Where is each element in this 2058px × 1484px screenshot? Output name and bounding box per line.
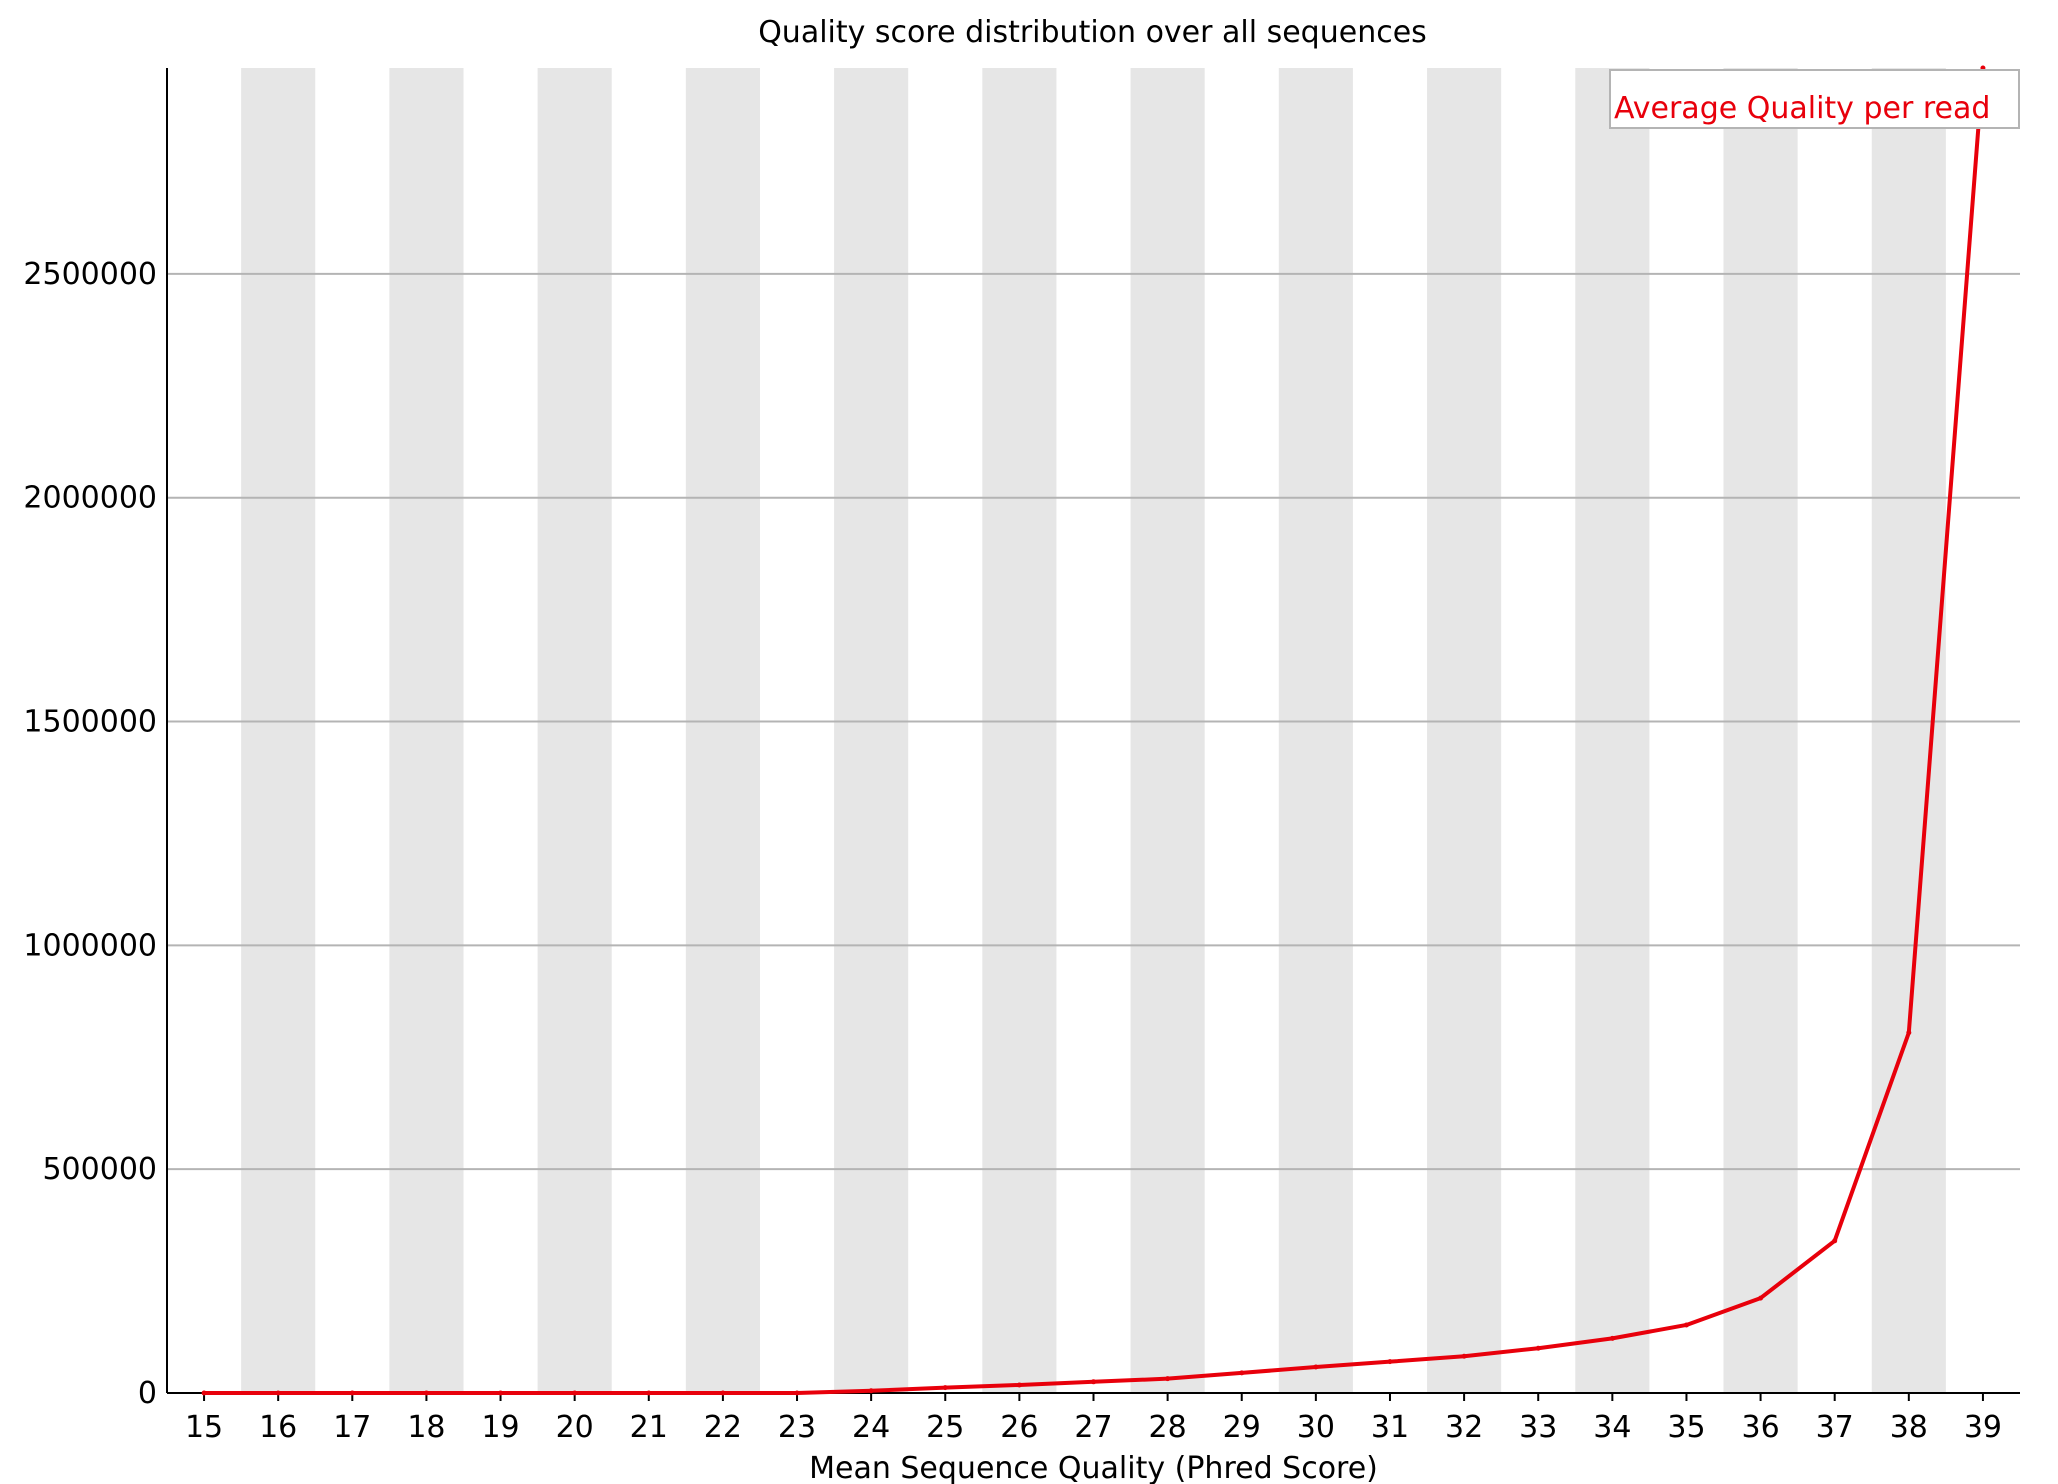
legend-box	[1609, 69, 2020, 129]
data-point	[1313, 1364, 1319, 1370]
y-tick-label: 0	[138, 1376, 157, 1411]
shade-band	[241, 68, 316, 1393]
shade-band	[1871, 68, 1946, 1393]
x-tick-label: 39	[1964, 1410, 2002, 1445]
shade-band	[389, 68, 464, 1393]
data-point	[1165, 1376, 1171, 1382]
x-tick-label: 31	[1371, 1410, 1409, 1445]
data-point	[1683, 1322, 1689, 1328]
data-point	[1609, 1335, 1615, 1341]
x-tick-label: 26	[1000, 1410, 1038, 1445]
y-tick-label: 2500000	[23, 257, 157, 292]
x-tick-label: 37	[1816, 1410, 1854, 1445]
data-point	[1091, 1379, 1096, 1385]
x-tick-label: 36	[1741, 1410, 1779, 1445]
shade-band	[1575, 68, 1650, 1393]
y-tick-label: 500000	[42, 1152, 157, 1187]
shade-band	[1130, 68, 1205, 1393]
data-point	[1387, 1359, 1393, 1365]
data-point	[1906, 1030, 1912, 1036]
data-point	[572, 1390, 578, 1396]
chart-title: Quality score distribution over all sequ…	[758, 15, 1427, 50]
x-tick-label: 16	[259, 1410, 297, 1445]
shade-band	[982, 68, 1057, 1393]
data-point	[1832, 1238, 1838, 1244]
data-point	[275, 1390, 281, 1396]
x-tick-label: 29	[1223, 1410, 1261, 1445]
shade-band	[1723, 68, 1798, 1393]
x-tick-label: 24	[852, 1410, 890, 1445]
data-point	[942, 1385, 948, 1391]
y-tick-label: 2000000	[23, 481, 157, 516]
x-tick-label: 30	[1297, 1410, 1335, 1445]
data-point	[794, 1390, 800, 1396]
data-point	[1239, 1370, 1245, 1376]
x-tick-label: 22	[704, 1410, 742, 1445]
x-tick-label: 19	[481, 1410, 519, 1445]
horizontal-gridlines	[167, 272, 2020, 1171]
shade-band	[537, 68, 612, 1393]
data-point	[423, 1390, 429, 1396]
x-tick-label: 32	[1445, 1410, 1483, 1445]
x-tick-label: 25	[926, 1410, 964, 1445]
data-point	[201, 1390, 207, 1396]
y-tick-labels: 0 500000 1000000 1500000 2000000 2500000	[23, 257, 157, 1411]
x-tick-label: 28	[1149, 1410, 1187, 1445]
y-tick-label: 1500000	[23, 705, 157, 740]
y-tick-label: 1000000	[23, 928, 157, 963]
column-shading	[241, 68, 1946, 1393]
data-point	[1758, 1295, 1764, 1301]
data-point	[720, 1390, 726, 1396]
x-tick-label: 18	[407, 1410, 445, 1445]
shade-band	[1427, 68, 1502, 1393]
data-point	[1016, 1382, 1022, 1388]
shade-band	[834, 68, 909, 1393]
x-tick-label: 21	[630, 1410, 668, 1445]
legend-series-label: Average Quality per read	[1614, 91, 1990, 126]
data-point	[1535, 1345, 1541, 1351]
data-point	[646, 1390, 652, 1396]
series-line	[204, 67, 1985, 1395]
x-axis-label: Mean Sequence Quality (Phred Score)	[809, 1451, 1378, 1484]
data-point	[349, 1390, 355, 1396]
shade-band	[1278, 68, 1353, 1393]
x-tick-labels: 15 16 17 18 19 20 21 22 23 24 25 26 27 28 29 30 31 32 33 34…	[185, 1393, 2002, 1445]
x-tick-label: 17	[333, 1410, 371, 1445]
data-point	[498, 1390, 504, 1396]
legend: Average Quality per read	[1609, 69, 2020, 129]
x-tick-label: 35	[1667, 1410, 1705, 1445]
data-point	[868, 1388, 874, 1394]
x-tick-label: 34	[1593, 1410, 1631, 1445]
x-tick-label: 15	[185, 1410, 223, 1445]
shade-band	[685, 68, 760, 1393]
x-tick-label: 23	[778, 1410, 816, 1445]
data-point	[1461, 1353, 1467, 1359]
x-tick-label: 38	[1890, 1410, 1928, 1445]
x-tick-label: 20	[556, 1410, 594, 1445]
series-layer	[201, 65, 1986, 1396]
x-tick-label: 33	[1519, 1410, 1557, 1445]
x-tick-label: 27	[1074, 1410, 1112, 1445]
